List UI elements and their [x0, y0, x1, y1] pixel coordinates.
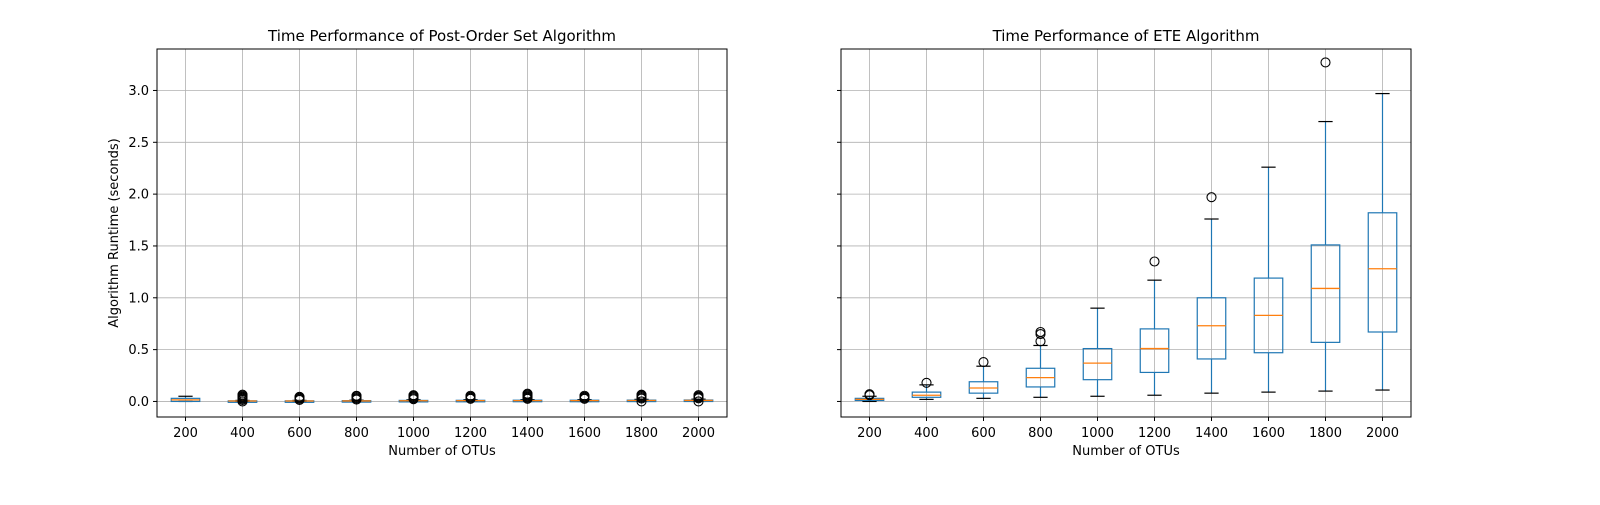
ete-panel: 200 400 600 800 1000 1200 1400 1600 1800 2000 Time… — [837, 27, 1412, 459]
x-tick-label: 2000 — [682, 426, 715, 441]
outlier-point — [921, 377, 932, 388]
x-tick-label: 2000 — [1366, 426, 1399, 441]
iqr-box — [1367, 212, 1398, 333]
box-1200 — [1139, 256, 1170, 396]
iqr-box — [1139, 328, 1170, 374]
x-tick-label: 200 — [857, 426, 882, 441]
outlier-point — [465, 390, 476, 401]
x-axis-label: Number of OTUs — [1072, 444, 1180, 459]
box-2000 — [1367, 92, 1398, 391]
iqr-box — [1310, 244, 1341, 343]
iqr-box — [1196, 297, 1227, 360]
y-tick-label: 0.5 — [128, 343, 149, 358]
box-800 — [1025, 326, 1056, 398]
box-600 — [968, 357, 999, 399]
x-tick-label: 1000 — [397, 426, 430, 441]
x-tick-label: 600 — [287, 426, 312, 441]
outlier-point — [1206, 192, 1217, 203]
chart-title: Time Performance of Post-Order Set Algor… — [267, 27, 616, 45]
x-tick-label: 1600 — [568, 426, 601, 441]
outlier-point — [351, 390, 362, 401]
x-tick-label: 1800 — [1309, 426, 1342, 441]
x-tick-label: 1400 — [511, 426, 544, 441]
axes-frame — [840, 48, 1412, 418]
box-1400 — [1196, 192, 1227, 394]
box-400 — [227, 389, 258, 407]
chart-title: Time Performance of ETE Algorithm — [992, 27, 1260, 45]
box-1000 — [398, 390, 429, 405]
axes-frame — [156, 48, 728, 418]
x-tick-label: 1000 — [1081, 426, 1114, 441]
x-tick-label: 1200 — [1138, 426, 1171, 441]
y-tick-label: 2.5 — [128, 136, 149, 151]
x-axis-label: Number of OTUs — [388, 444, 496, 459]
box-200 — [170, 395, 201, 403]
box-1600 — [569, 390, 600, 404]
x-tick-label: 1600 — [1252, 426, 1285, 441]
x-tick-label: 1200 — [454, 426, 487, 441]
x-tick-label: 800 — [1028, 426, 1053, 441]
outlier-point — [636, 389, 647, 400]
box-1600 — [1253, 166, 1284, 393]
outlier-point — [237, 389, 248, 400]
y-tick-label: 1.5 — [128, 239, 149, 254]
outlier-point — [1320, 57, 1331, 68]
outlier-point — [237, 396, 248, 407]
y-axis-label: Algorithm Runtime (seconds) — [107, 138, 122, 328]
post-order-set-panel: 200 400 600 800 1000 1200 1400 1600 1800 2000 0.0 0… — [107, 27, 728, 459]
outlier-point — [408, 390, 419, 401]
x-tick-label: 1400 — [1195, 426, 1228, 441]
outlier-point — [294, 391, 305, 402]
x-tick-label: 400 — [230, 426, 255, 441]
box-200 — [854, 389, 885, 403]
box-2000 — [683, 390, 714, 407]
box-1000 — [1082, 307, 1113, 397]
box-1400 — [512, 388, 543, 404]
outlier-point — [864, 389, 875, 400]
outlier-point — [693, 390, 704, 401]
y-tick-label: 3.0 — [128, 84, 149, 99]
y-tick-label: 1.0 — [128, 291, 149, 306]
outlier-point — [1149, 256, 1160, 267]
box-1200 — [455, 390, 486, 404]
outlier-point — [522, 388, 533, 399]
iqr-box — [1082, 347, 1113, 381]
outlier-point — [579, 390, 590, 401]
outlier-point — [1035, 326, 1046, 338]
y-tick-label: 0.0 — [128, 395, 149, 410]
outlier-point — [693, 396, 704, 407]
box-1800 — [626, 389, 657, 407]
box-1800 — [1310, 57, 1341, 392]
y-tick-label: 2.0 — [128, 188, 149, 203]
outlier-point — [636, 396, 647, 407]
outlier-point — [978, 357, 989, 368]
x-tick-label: 400 — [914, 426, 939, 441]
box-800 — [341, 390, 372, 405]
x-tick-label: 200 — [173, 426, 198, 441]
x-tick-label: 600 — [971, 426, 996, 441]
box-400 — [911, 377, 942, 400]
x-tick-label: 1800 — [625, 426, 658, 441]
x-tick-label: 800 — [344, 426, 369, 441]
box-600 — [284, 391, 315, 405]
